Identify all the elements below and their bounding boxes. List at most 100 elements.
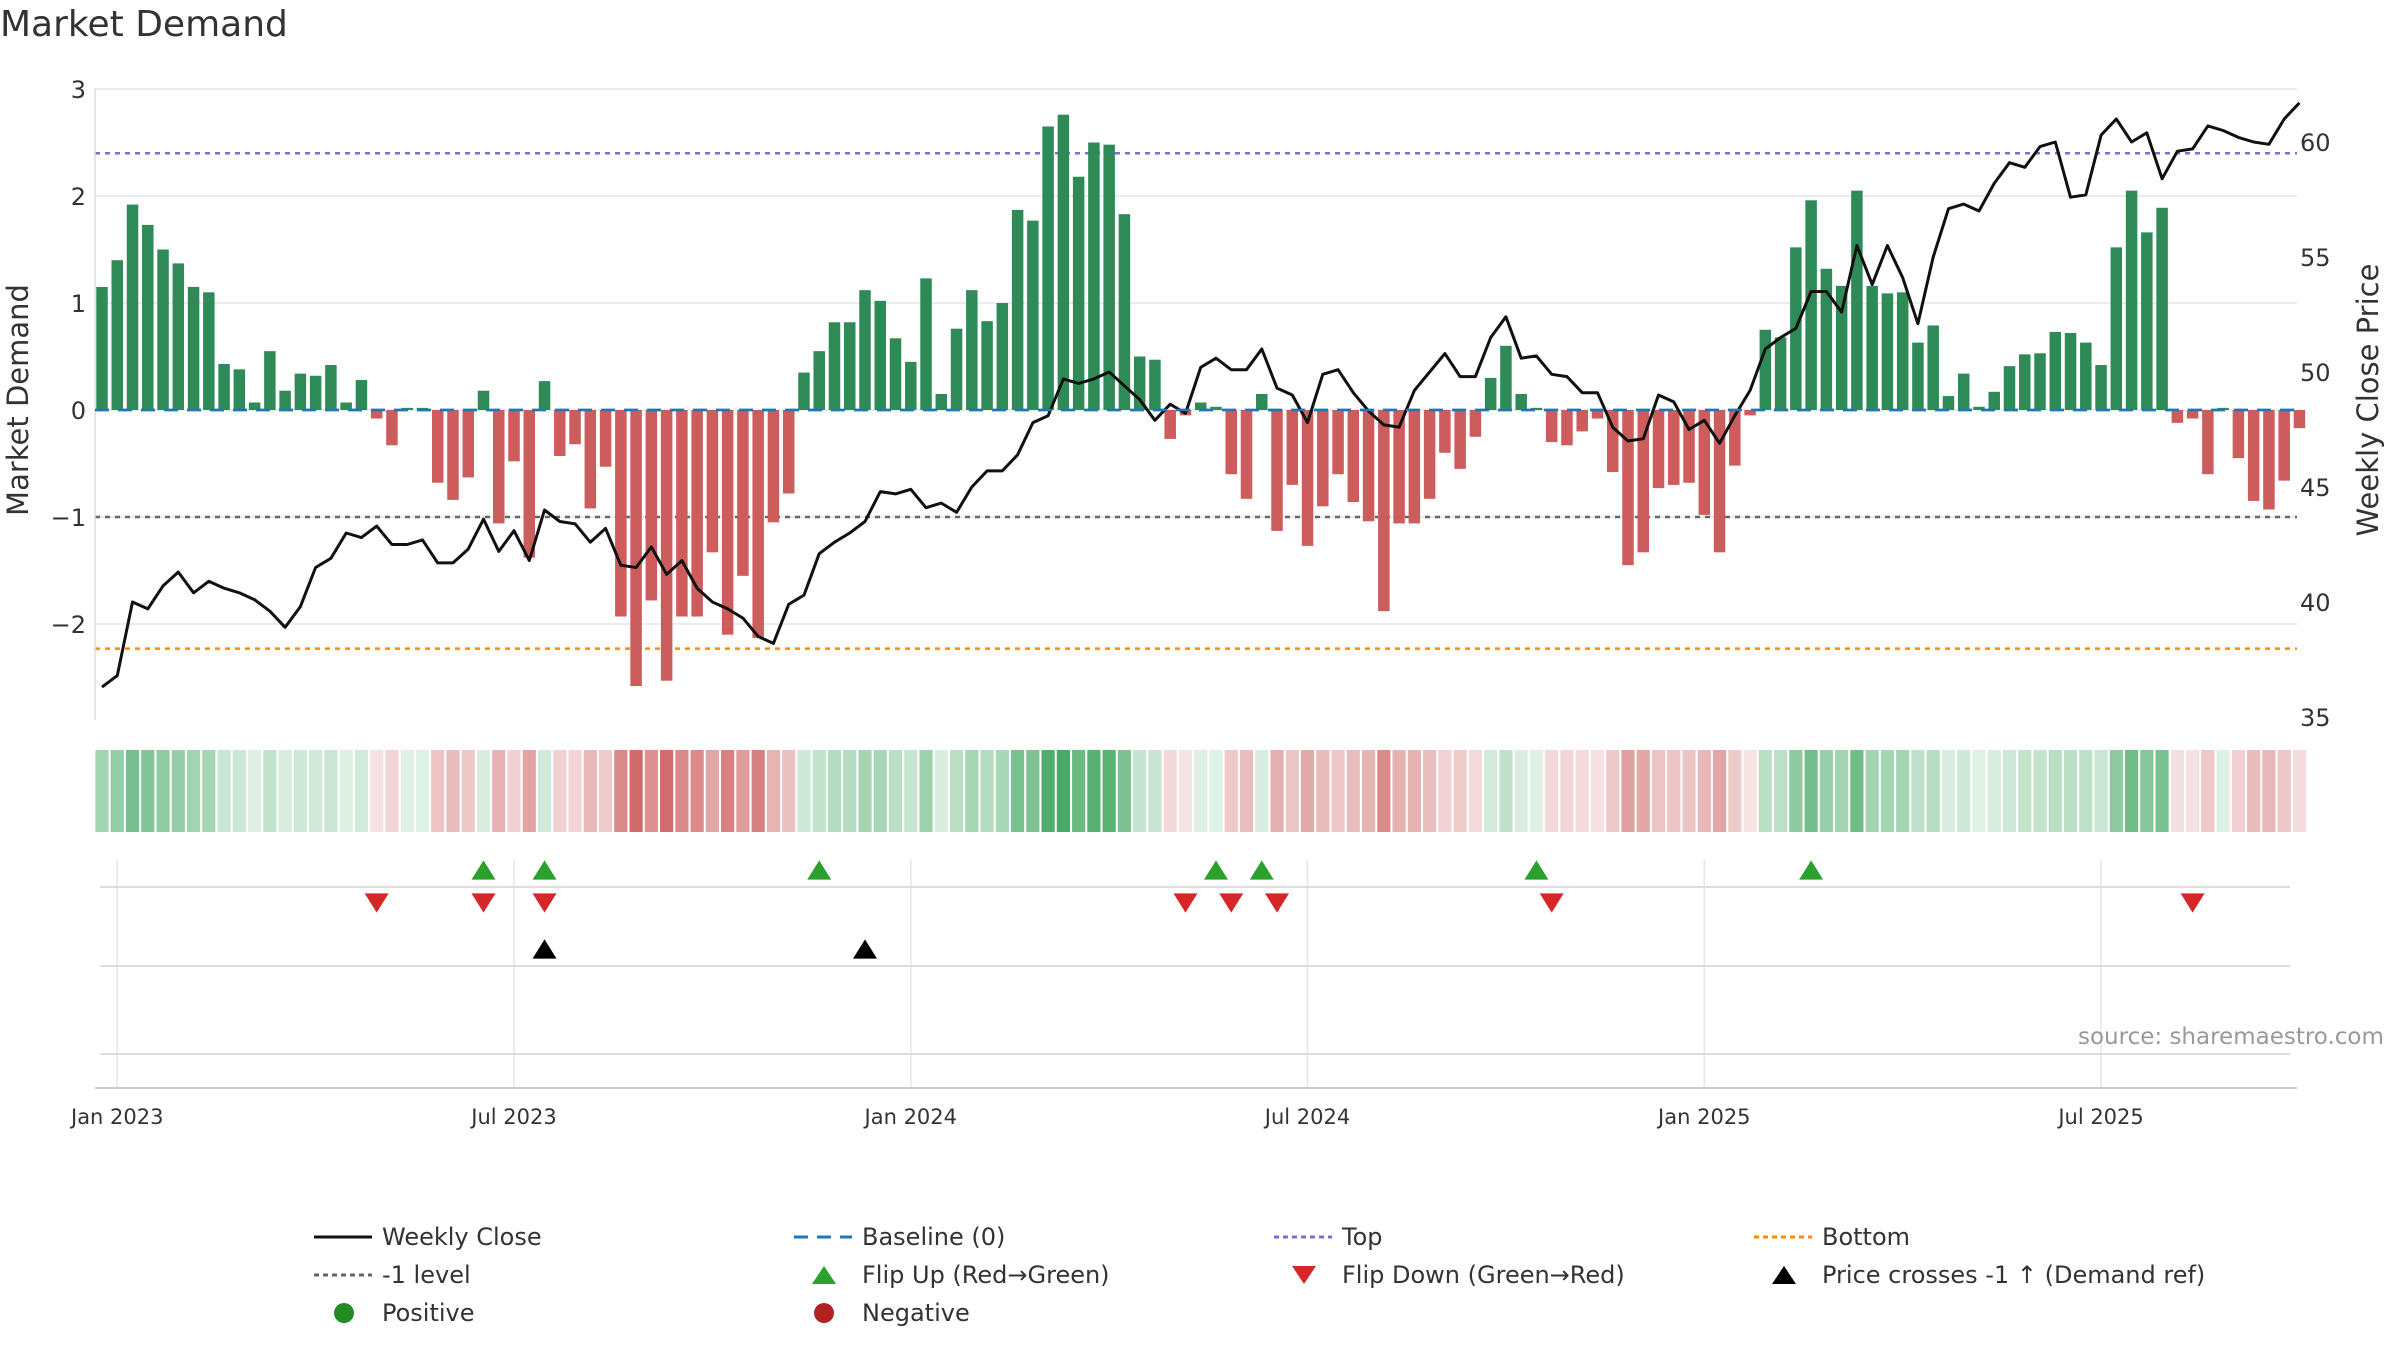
heat-cell <box>1331 750 1345 832</box>
demand-bar-negative <box>1347 410 1360 503</box>
heat-cell <box>1499 750 1513 832</box>
heat-cell <box>370 750 384 832</box>
demand-bar-positive <box>935 393 948 410</box>
demand-bar-positive <box>355 380 368 410</box>
heat-cell <box>1133 750 1147 832</box>
y2-tick-label: 50 <box>2300 359 2331 387</box>
heat-cell <box>1514 750 1528 832</box>
demand-bar-positive <box>126 204 139 410</box>
heat-cell <box>2048 750 2062 832</box>
heat-cell <box>476 750 491 832</box>
heat-cell <box>1102 750 1116 832</box>
demand-bar-positive <box>2049 331 2062 410</box>
heat-cell <box>812 750 826 832</box>
x-tick-label: Jan 2024 <box>863 1105 958 1129</box>
demand-bar-negative <box>431 410 444 483</box>
demand-bar-positive <box>813 351 825 410</box>
heat-cell <box>1758 750 1772 832</box>
flip-up-marker <box>807 860 832 880</box>
heat-cell <box>2109 750 2123 832</box>
heat-cell <box>1361 750 1376 832</box>
heat-cell <box>293 750 307 832</box>
demand-bar-negative <box>1545 410 1558 443</box>
heat-cell <box>2231 750 2245 832</box>
y2-tick-label: 55 <box>2300 244 2331 272</box>
demand-bar-negative <box>1729 410 1741 466</box>
heat-cell <box>1651 750 1666 832</box>
demand-bar-positive <box>1988 391 2000 410</box>
demand-bar-positive <box>248 402 261 410</box>
demand-bar-positive <box>325 365 337 410</box>
demand-bar-positive <box>1088 142 1100 410</box>
x-tick-label: Jan 2025 <box>1656 1105 1751 1129</box>
heat-cell <box>278 750 292 832</box>
heat-cell <box>2002 750 2017 832</box>
demand-bar-negative <box>1606 410 1619 473</box>
demand-bar-positive <box>905 361 917 410</box>
heat-cell <box>492 750 506 832</box>
heat-cell <box>1560 750 1574 832</box>
legend-item-positive: Positive <box>300 1294 475 1332</box>
demand-bar-negative <box>721 410 734 635</box>
demand-bar-positive <box>1973 406 1985 410</box>
y-tick-label: 0 <box>71 397 86 425</box>
heat-cell <box>415 750 430 832</box>
heat-cell <box>965 750 979 832</box>
legend-label: Weekly Close <box>382 1223 542 1251</box>
demand-bar-negative <box>1561 410 1573 446</box>
flip-up-marker <box>1799 860 1824 880</box>
demand-bar-negative <box>630 410 642 687</box>
demand-bar-negative <box>1713 410 1726 553</box>
demand-bar-negative <box>1378 410 1390 612</box>
demand-bar-negative <box>782 410 795 494</box>
heat-cell <box>675 750 689 832</box>
heat-cell <box>782 750 796 832</box>
heat-cell <box>2140 750 2154 832</box>
demand-bar-positive <box>111 260 124 410</box>
legend-item-top: Top <box>1260 1218 1383 1256</box>
demand-bar-negative <box>508 410 520 462</box>
demand-bar-positive <box>1027 220 1039 410</box>
heat-cell <box>568 750 582 832</box>
heat-cell <box>186 750 201 832</box>
heat-cell <box>1575 750 1589 832</box>
legend-item-close: Weekly Close <box>300 1218 542 1256</box>
legend-label: Bottom <box>1822 1223 1911 1251</box>
heat-cell <box>934 750 948 832</box>
heat-cell <box>1819 750 1833 832</box>
flip-down-marker <box>364 893 389 913</box>
heat-cell <box>797 750 811 832</box>
demand-bar-positive <box>1210 406 1222 410</box>
heat-cell <box>919 750 933 832</box>
heat-cell <box>1865 750 1879 832</box>
demand-bar-positive <box>1256 393 1268 410</box>
demand-bar-negative <box>523 410 536 558</box>
demand-bar-positive <box>1774 337 1787 410</box>
demand-bar-positive <box>828 322 841 410</box>
heat-cell <box>1926 750 1940 832</box>
heat-cell <box>1407 750 1421 832</box>
heat-cell <box>751 750 765 832</box>
heat-cell <box>1911 750 1925 832</box>
heat-cell <box>1239 750 1254 832</box>
heat-cell <box>553 750 567 832</box>
demand-bar-positive <box>2110 247 2123 410</box>
demand-bar-positive <box>1896 292 1909 410</box>
heat-cell <box>202 750 216 832</box>
flip-down-marker <box>1265 893 1290 913</box>
demand-bar-positive <box>187 286 200 410</box>
legend-item-baseline: Baseline (0) <box>780 1218 1005 1256</box>
demand-bar-negative <box>1683 410 1695 483</box>
demand-bar-positive <box>1942 396 1955 410</box>
heat-cell <box>1774 750 1788 832</box>
y2-tick-label: 60 <box>2300 129 2331 157</box>
demand-bar-positive <box>1149 359 1161 410</box>
source-credit: source: sharemaestro.com <box>2078 1024 2384 1050</box>
demand-bar-positive <box>798 372 810 410</box>
heat-cell <box>2124 750 2139 832</box>
demand-bar-positive <box>294 373 307 410</box>
heat-cell <box>1270 750 1284 832</box>
heat-cell <box>2170 750 2184 832</box>
y-tick-label: 2 <box>71 183 86 211</box>
